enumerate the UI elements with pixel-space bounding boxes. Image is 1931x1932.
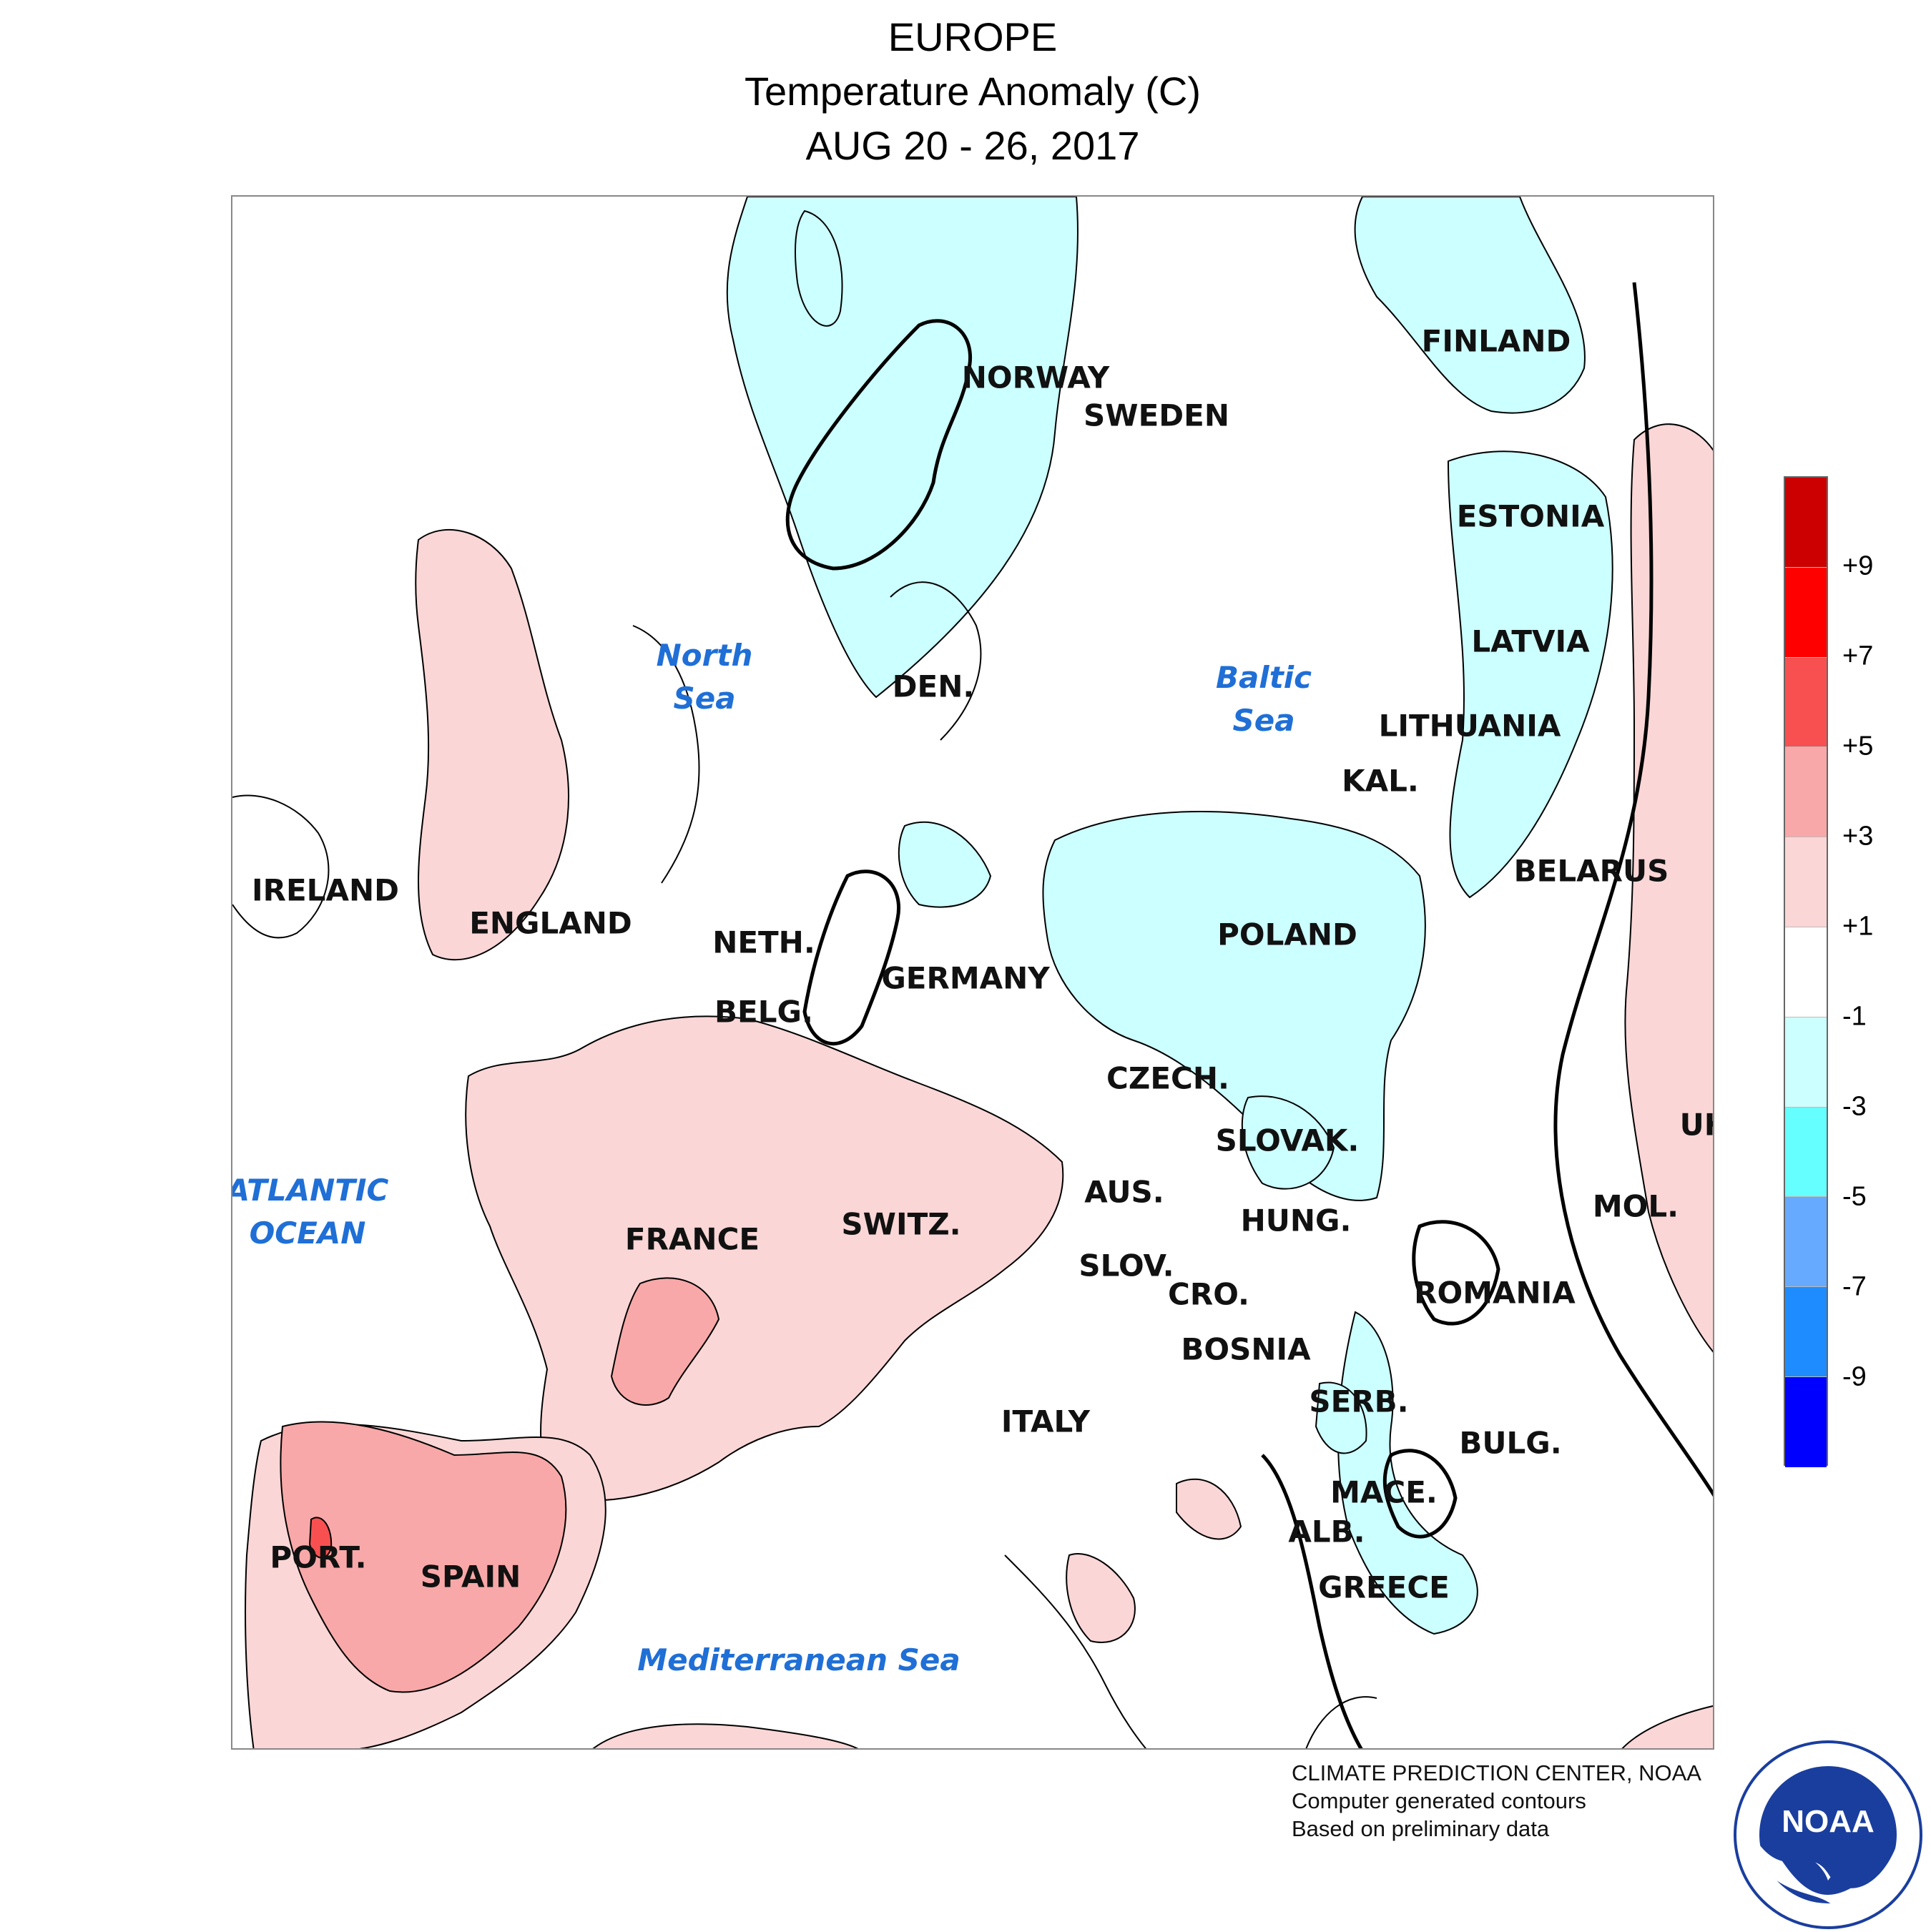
warm-anomaly-regions-medium (280, 1277, 720, 1693)
spain-warmer-region (280, 1421, 567, 1693)
label-czech: CZECH. (1106, 1060, 1229, 1096)
label-belg: BELG. (714, 994, 813, 1030)
legend-label: -9 (1842, 1361, 1867, 1392)
label-kal: KAL. (1342, 763, 1419, 799)
label-serb: SERB. (1309, 1384, 1409, 1419)
label-switz: SWITZ. (841, 1206, 961, 1242)
legend-swatch (1785, 1376, 1827, 1467)
legend-label: -1 (1842, 1001, 1867, 1032)
color-legend (1784, 476, 1828, 1467)
slovakia-cool-region (1241, 1095, 1335, 1190)
legend-swatch (1785, 837, 1827, 927)
legend-swatch (1785, 657, 1827, 748)
coastlines (232, 581, 1377, 1748)
credits: CLIMATE PREDICTION CENTER, NOAA Computer… (1292, 1759, 1701, 1843)
title-region: EUROPE (888, 14, 1058, 59)
label-spain: SPAIN (420, 1559, 521, 1595)
norway-west-cool-region (795, 210, 843, 327)
credit-source: CLIMATE PREDICTION CENTER, NOAA (1292, 1760, 1701, 1785)
legend-swatch (1785, 1287, 1827, 1377)
croatia-warm-region (1176, 1478, 1242, 1540)
label-atlantic-ocean: ATLANTIC OCEAN (231, 1173, 389, 1251)
label-latvia: LATVIA (1471, 624, 1590, 659)
legend-swatch (1785, 1017, 1827, 1108)
label-finland: FINLAND (1421, 323, 1571, 359)
credit-method: Computer generated contours (1292, 1788, 1586, 1813)
poland-cool-region (1042, 811, 1426, 1201)
legend-label: +9 (1842, 551, 1874, 581)
label-den: DEN. (892, 669, 975, 704)
baltics-cool-region (1447, 450, 1613, 899)
serbia-cool-region (1315, 1381, 1367, 1454)
label-ireland: IRELAND (252, 872, 399, 908)
legend-swatch (1785, 747, 1827, 838)
label-hung: HUNG. (1240, 1203, 1352, 1238)
label-lithuania: LITHUANIA (1378, 708, 1561, 744)
warm-anomaly-regions-strong (308, 1517, 333, 1559)
label-slovak: SLOVAK. (1215, 1123, 1360, 1158)
finland-cool-region (1354, 197, 1586, 414)
legend-swatch (1785, 1197, 1827, 1288)
label-estonia: ESTONIA (1456, 498, 1605, 534)
italy-warm-region (1066, 1553, 1136, 1643)
scandinavia-cool-region (726, 197, 1078, 699)
label-sweden: SWEDEN (1084, 398, 1229, 433)
mediterranean-warm-region (592, 1723, 859, 1748)
label-norway: NORWAY (961, 360, 1110, 395)
label-england: ENGLAND (469, 905, 632, 941)
label-alb: ALB. (1288, 1514, 1365, 1549)
legend-label: -5 (1842, 1181, 1867, 1212)
label-port: PORT. (270, 1539, 367, 1575)
portugal-hot-spot (308, 1517, 333, 1559)
cool-anomaly-regions (726, 197, 1613, 1635)
anomaly-map-graphic (232, 197, 1713, 1748)
germany-north-cool-region (898, 821, 992, 908)
label-romania: ROMANIA (1414, 1275, 1576, 1311)
uk-warm-region (415, 529, 569, 961)
label-aus: AUS. (1084, 1174, 1164, 1210)
label-uk: UK (1679, 1107, 1713, 1143)
legend-label: +5 (1842, 731, 1874, 762)
legend-label: -7 (1842, 1271, 1867, 1302)
label-slov: SLOV. (1078, 1248, 1174, 1283)
label-poland: POLAND (1217, 917, 1357, 952)
balkans-cool-region (1337, 1311, 1478, 1635)
anomaly-map: NORWAY SWEDEN FINLAND ESTONIA LATVIA LIT… (231, 195, 1714, 1750)
label-greece: GREECE (1318, 1569, 1450, 1605)
legend-label: -3 (1842, 1091, 1867, 1122)
label-neth: NETH. (712, 925, 815, 960)
zero-contour-lines (785, 282, 1713, 1748)
legend-label: +1 (1842, 911, 1874, 942)
label-bosnia: BOSNIA (1181, 1331, 1311, 1367)
legend-swatch (1785, 1107, 1827, 1198)
france-warmer-region (610, 1277, 720, 1406)
greece-warm-region (1621, 1705, 1713, 1748)
label-italy: ITALY (1001, 1404, 1091, 1439)
label-bulg: BULG. (1459, 1425, 1562, 1461)
label-mace: MACE. (1330, 1474, 1438, 1510)
label-belarus: BELARUS (1513, 853, 1669, 889)
legend-swatch (1785, 567, 1827, 658)
label-mediterranean-sea: Mediterranean Sea (637, 1642, 960, 1677)
credit-data-note: Based on preliminary data (1292, 1816, 1550, 1841)
ukraine-warm-region (1624, 423, 1713, 1353)
svg-text:NOAA: NOAA (1782, 1804, 1875, 1839)
title-variable: Temperature Anomaly (C) (744, 69, 1201, 114)
label-baltic-sea: Baltic Sea (1215, 660, 1312, 738)
label-north-sea: North Sea (656, 638, 753, 716)
label-cro: CRO. (1168, 1276, 1249, 1312)
france-warm-region (465, 1015, 1064, 1502)
label-france: FRANCE (624, 1221, 760, 1257)
map-title: EUROPE Temperature Anomaly (C) AUG 20 - … (231, 10, 1714, 173)
title-date-range: AUG 20 - 26, 2017 (805, 123, 1140, 168)
legend-label: +7 (1842, 641, 1874, 671)
label-germany: GERMANY (881, 960, 1050, 996)
legend-label: +3 (1842, 821, 1874, 852)
legend-swatch (1785, 478, 1827, 568)
label-mol: MOL. (1592, 1188, 1679, 1224)
legend-swatch (1785, 927, 1827, 1017)
noaa-logo-icon: NOAA (1734, 1740, 1922, 1929)
